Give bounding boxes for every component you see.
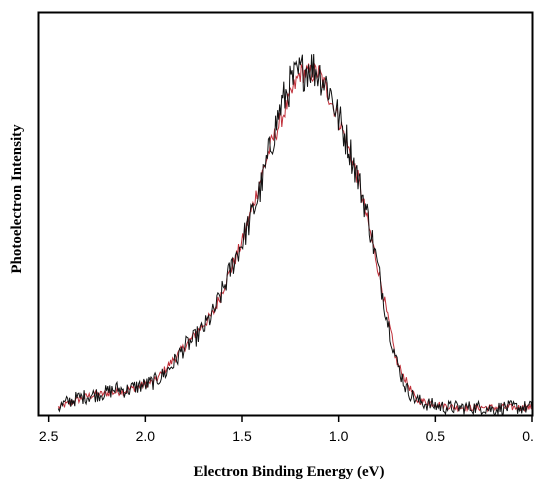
spectrum-series-line <box>57 53 533 417</box>
y-axis-title: Photoelectron Intensity <box>9 124 25 274</box>
series-layer <box>57 53 533 417</box>
x-tick-label: 1.0 <box>329 428 349 444</box>
x-tick-label: 2.5 <box>39 428 59 444</box>
x-tick-label: 0.5 <box>426 428 446 444</box>
x-tick-label: 1.5 <box>232 428 252 444</box>
x-axis-ticks: 2.5 2.0 1.5 1.0 0.5 0.0 <box>39 415 534 444</box>
spectrum-series-line <box>57 62 533 413</box>
plot-frame <box>37 11 534 417</box>
x-axis-title: Electron Binding Energy (eV) <box>194 464 385 480</box>
x-tick-label: 0.0 <box>522 428 534 444</box>
x-tick-label: 2.0 <box>136 428 156 444</box>
